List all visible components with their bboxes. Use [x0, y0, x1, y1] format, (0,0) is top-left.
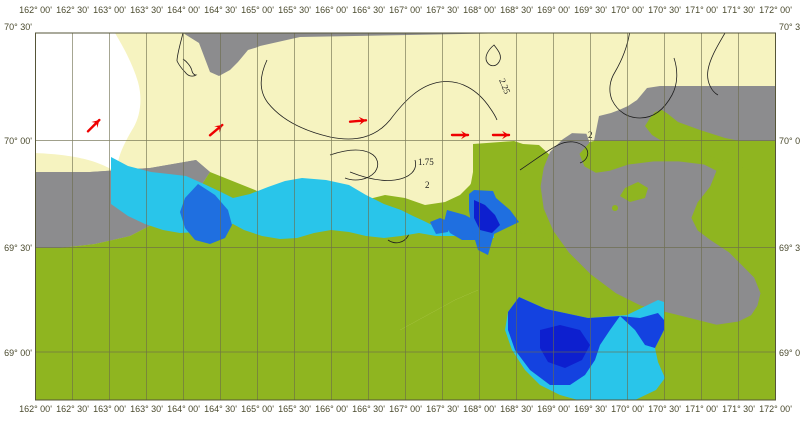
svg-text:70° 00': 70° 00' [4, 136, 32, 146]
svg-text:168° 30': 168° 30' [500, 404, 533, 414]
svg-text:168° 00': 168° 00' [463, 404, 496, 414]
svg-text:170° 00': 170° 00' [611, 404, 644, 414]
svg-text:162° 00': 162° 00' [19, 404, 52, 414]
svg-text:165° 00': 165° 00' [241, 404, 274, 414]
svg-text:166° 00': 166° 00' [315, 5, 348, 15]
svg-text:69° 00': 69° 00' [779, 348, 800, 358]
svg-text:163° 30': 163° 30' [130, 404, 163, 414]
svg-text:165° 30': 165° 30' [278, 404, 311, 414]
svg-text:164° 00': 164° 00' [167, 404, 200, 414]
svg-text:162° 30': 162° 30' [56, 404, 89, 414]
svg-text:69° 00': 69° 00' [4, 348, 32, 358]
svg-text:171° 00': 171° 00' [685, 404, 718, 414]
svg-text:166° 00': 166° 00' [315, 404, 348, 414]
svg-text:163° 00': 163° 00' [93, 5, 126, 15]
svg-text:69° 30': 69° 30' [779, 243, 800, 253]
svg-text:162° 00': 162° 00' [19, 5, 52, 15]
svg-text:165° 00': 165° 00' [241, 5, 274, 15]
svg-text:167° 00': 167° 00' [389, 404, 422, 414]
svg-text:168° 00': 168° 00' [463, 5, 496, 15]
svg-text:164° 30': 164° 30' [204, 404, 237, 414]
svg-text:169° 00': 169° 00' [537, 5, 570, 15]
svg-text:171° 00': 171° 00' [685, 5, 718, 15]
svg-text:169° 00': 169° 00' [537, 404, 570, 414]
svg-text:170° 00': 170° 00' [611, 5, 644, 15]
svg-text:163° 00': 163° 00' [93, 404, 126, 414]
svg-text:172° 00': 172° 00' [759, 5, 792, 15]
svg-text:164° 30': 164° 30' [204, 5, 237, 15]
svg-text:70° 30': 70° 30' [779, 22, 800, 32]
svg-text:69° 30': 69° 30' [4, 243, 32, 253]
svg-text:166° 30': 166° 30' [352, 5, 385, 15]
svg-text:171° 30': 171° 30' [722, 5, 755, 15]
svg-text:70° 00': 70° 00' [779, 136, 800, 146]
svg-text:170° 30': 170° 30' [648, 5, 681, 15]
svg-text:169° 30': 169° 30' [574, 5, 607, 15]
svg-text:163° 30': 163° 30' [130, 5, 163, 15]
svg-text:170° 30': 170° 30' [648, 404, 681, 414]
svg-text:171° 30': 171° 30' [722, 404, 755, 414]
svg-text:166° 30': 166° 30' [352, 404, 385, 414]
svg-text:70° 30': 70° 30' [4, 22, 32, 32]
svg-text:1.75: 1.75 [418, 157, 434, 167]
svg-text:165° 30': 165° 30' [278, 5, 311, 15]
svg-text:2: 2 [425, 180, 430, 190]
svg-text:168° 30': 168° 30' [500, 5, 533, 15]
svg-text:167° 30': 167° 30' [426, 404, 459, 414]
svg-text:172° 00': 172° 00' [759, 404, 792, 414]
svg-text:162° 30': 162° 30' [56, 5, 89, 15]
svg-text:169° 30': 169° 30' [574, 404, 607, 414]
svg-text:167° 30': 167° 30' [426, 5, 459, 15]
svg-text:164° 00': 164° 00' [167, 5, 200, 15]
svg-text:167° 00': 167° 00' [389, 5, 422, 15]
